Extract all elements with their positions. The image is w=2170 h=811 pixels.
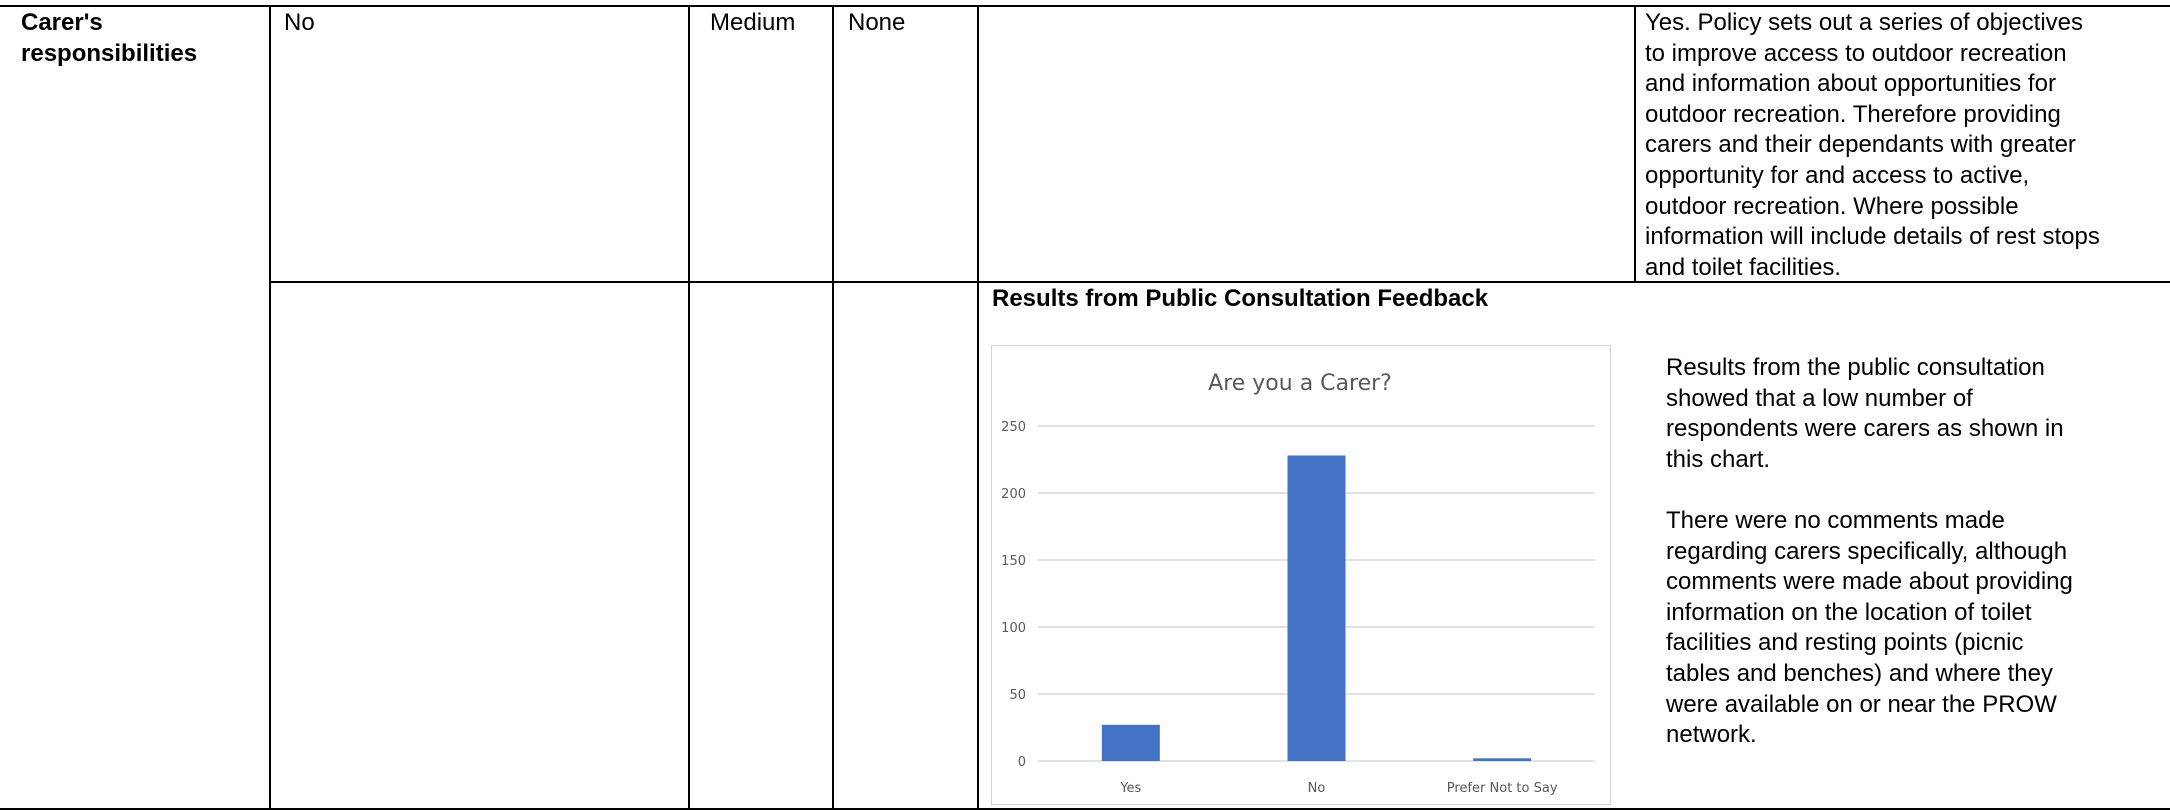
text-line: carers and their dependants with greater <box>1645 131 2076 159</box>
text-line: There were no comments made <box>1666 506 2005 534</box>
row-header: Carer's responsibilities <box>21 8 197 69</box>
y-tick-label: 200 <box>1001 487 1026 502</box>
bar-no <box>1287 455 1346 761</box>
text-line: were available on or near the PROW <box>1666 690 2057 718</box>
x-tick-label: No <box>1308 781 1326 796</box>
text-line: outdoor recreation. Where possible <box>1645 192 2019 220</box>
text-line: opportunity for and access to active, <box>1645 161 2030 189</box>
text-line: information on the location of toilet <box>1666 598 2032 626</box>
text-line: outdoor recreation. Therefore providing <box>1645 100 2061 128</box>
chart-svg: Are you a Carer? 0 50 100 150 200 250 Yes No Pref… <box>1001 371 1595 796</box>
carer-bar-chart: Are you a Carer? 0 50 100 150 200 250 Yes No Pref… <box>991 345 1611 805</box>
row-header-line: Carer's <box>21 9 103 36</box>
text-line: network. <box>1666 721 1757 749</box>
cell-r1-c2: No <box>284 9 315 36</box>
bar-prefer-not-to-say <box>1473 758 1532 761</box>
text-line: showed that a low number of <box>1666 384 1973 412</box>
col-divider-5 <box>1634 5 1636 282</box>
text-line: Yes. Policy sets out a series of objecti… <box>1645 9 2083 36</box>
text-line: regarding carers specifically, although <box>1666 537 2068 565</box>
row-header-line: responsibilities <box>21 39 198 67</box>
text-line: facilities and resting points (picnic <box>1666 629 2024 657</box>
chart-title: Are you a Carer? <box>1208 371 1392 396</box>
y-tick-label: 150 <box>1001 554 1026 569</box>
y-tick-label: 0 <box>1018 755 1026 770</box>
y-tick-label: 50 <box>1009 688 1026 703</box>
y-tick-label: 250 <box>1001 420 1026 435</box>
cell-r2-commentary: Results from the public consultation sho… <box>1666 353 2073 751</box>
paragraph-gap <box>1666 475 2073 506</box>
text-line: Results from the public consultation <box>1666 354 2045 381</box>
text-line: respondents were carers as shown in <box>1666 415 2064 443</box>
cell-r1-c6: Yes. Policy sets out a series of objecti… <box>1645 8 2100 283</box>
text-line: and toilet facilities. <box>1645 253 1842 281</box>
bar-yes <box>1101 724 1160 761</box>
table-top-border <box>0 5 2170 7</box>
table-bottom-border <box>0 808 2170 810</box>
col-divider-4 <box>977 5 979 810</box>
text-line: this chart. <box>1666 445 1771 473</box>
text-line: and information about opportunities for <box>1645 70 2056 98</box>
cell-r1-c4: None <box>848 9 906 36</box>
text-line: information will include details of rest… <box>1645 223 2100 251</box>
x-tick-label: Yes <box>1119 781 1141 796</box>
x-tick-label: Prefer Not to Say <box>1447 781 1558 796</box>
col-divider-1 <box>269 5 271 810</box>
col-divider-3 <box>832 5 834 810</box>
y-tick-label: 100 <box>1001 621 1026 636</box>
text-line: tables and benches) and where they <box>1666 659 2053 687</box>
text-line: comments were made about providing <box>1666 568 2073 596</box>
col-divider-2 <box>688 5 690 810</box>
row-divider <box>269 281 2170 283</box>
cell-r1-c3: Medium <box>710 9 796 36</box>
section-title: Results from Public Consultation Feedbac… <box>992 285 1489 312</box>
text-line: to improve access to outdoor recreation <box>1645 39 2067 67</box>
